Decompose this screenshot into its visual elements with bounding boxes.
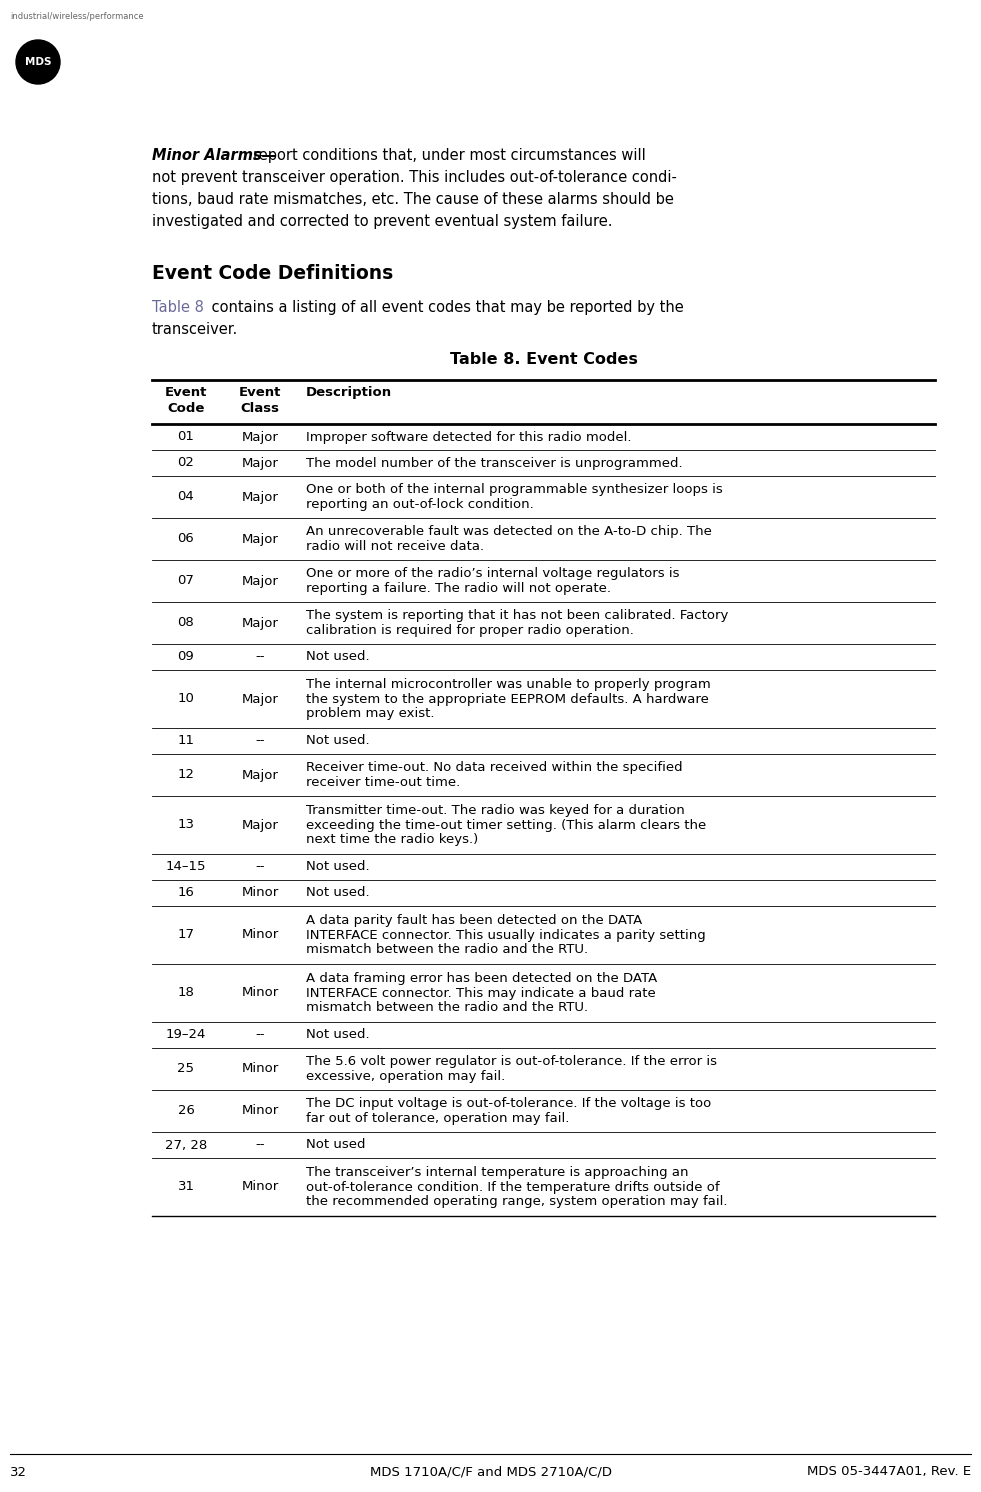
Text: MDS 1710A/C/F and MDS 2710A/C/D: MDS 1710A/C/F and MDS 2710A/C/D bbox=[370, 1465, 611, 1479]
Text: 13: 13 bbox=[178, 819, 194, 831]
Text: 06: 06 bbox=[178, 533, 194, 546]
Text: 27, 28: 27, 28 bbox=[165, 1138, 207, 1152]
Text: Minor: Minor bbox=[241, 986, 279, 1000]
Text: MDS: MDS bbox=[25, 57, 51, 67]
Text: next time the radio keys.): next time the radio keys.) bbox=[306, 833, 479, 846]
Text: The internal microcontroller was unable to properly program: The internal microcontroller was unable … bbox=[306, 677, 711, 691]
Text: receiver time-out time.: receiver time-out time. bbox=[306, 776, 460, 789]
Text: --: -- bbox=[255, 861, 265, 873]
Text: Receiver time-out. No data received within the specified: Receiver time-out. No data received with… bbox=[306, 761, 683, 774]
Text: Major: Major bbox=[241, 692, 279, 706]
Text: Minor: Minor bbox=[241, 1180, 279, 1194]
Text: Improper software detected for this radio model.: Improper software detected for this radi… bbox=[306, 431, 632, 443]
Text: out-of-tolerance condition. If the temperature drifts outside of: out-of-tolerance condition. If the tempe… bbox=[306, 1180, 720, 1194]
Text: 14–15: 14–15 bbox=[166, 861, 206, 873]
Text: A data parity fault has been detected on the DATA: A data parity fault has been detected on… bbox=[306, 915, 643, 927]
Text: 09: 09 bbox=[178, 651, 194, 664]
Text: 11: 11 bbox=[178, 734, 194, 747]
Text: 31: 31 bbox=[178, 1180, 194, 1194]
Text: excessive, operation may fail.: excessive, operation may fail. bbox=[306, 1070, 505, 1083]
Text: 26: 26 bbox=[178, 1104, 194, 1118]
Text: Minor Alarms—: Minor Alarms— bbox=[152, 148, 277, 163]
Text: report conditions that, under most circumstances will: report conditions that, under most circu… bbox=[253, 148, 645, 163]
Text: the recommended operating range, system operation may fail.: the recommended operating range, system … bbox=[306, 1195, 728, 1209]
Text: 08: 08 bbox=[178, 616, 194, 630]
Text: 10: 10 bbox=[178, 692, 194, 706]
Text: The 5.6 volt power regulator is out-of-tolerance. If the error is: The 5.6 volt power regulator is out-of-t… bbox=[306, 1055, 717, 1068]
Text: 01: 01 bbox=[178, 431, 194, 443]
Text: Not used.: Not used. bbox=[306, 861, 370, 873]
Text: An unrecoverable fault was detected on the A-to-D chip. The: An unrecoverable fault was detected on t… bbox=[306, 525, 712, 539]
Text: The system is reporting that it has not been calibrated. Factory: The system is reporting that it has not … bbox=[306, 609, 728, 622]
Text: mismatch between the radio and the RTU.: mismatch between the radio and the RTU. bbox=[306, 1001, 589, 1015]
Text: tions, baud rate mismatches, etc. The cause of these alarms should be: tions, baud rate mismatches, etc. The ca… bbox=[152, 192, 674, 207]
Text: 02: 02 bbox=[178, 457, 194, 470]
Text: 04: 04 bbox=[178, 491, 194, 503]
Text: Not used.: Not used. bbox=[306, 1028, 370, 1041]
Text: Transmitter time-out. The radio was keyed for a duration: Transmitter time-out. The radio was keye… bbox=[306, 804, 685, 818]
Text: The DC input voltage is out-of-tolerance. If the voltage is too: The DC input voltage is out-of-tolerance… bbox=[306, 1097, 711, 1110]
Text: contains a listing of all event codes that may be reported by the: contains a listing of all event codes th… bbox=[207, 300, 684, 315]
Text: Minor: Minor bbox=[241, 1104, 279, 1118]
Text: not prevent transceiver operation. This includes out-of-tolerance condi-: not prevent transceiver operation. This … bbox=[152, 170, 677, 185]
Text: One or both of the internal programmable synthesizer loops is: One or both of the internal programmable… bbox=[306, 483, 723, 497]
Text: Not used.: Not used. bbox=[306, 886, 370, 900]
Text: mismatch between the radio and the RTU.: mismatch between the radio and the RTU. bbox=[306, 943, 589, 956]
Text: 19–24: 19–24 bbox=[166, 1028, 206, 1041]
Text: 16: 16 bbox=[178, 886, 194, 900]
Text: Major: Major bbox=[241, 574, 279, 588]
Circle shape bbox=[16, 40, 60, 84]
Text: Major: Major bbox=[241, 616, 279, 630]
Text: Event Code Definitions: Event Code Definitions bbox=[152, 264, 393, 283]
Text: reporting an out-of-lock condition.: reporting an out-of-lock condition. bbox=[306, 498, 534, 510]
Text: Minor: Minor bbox=[241, 1062, 279, 1076]
Text: Major: Major bbox=[241, 533, 279, 546]
Text: --: -- bbox=[255, 734, 265, 747]
Text: 18: 18 bbox=[178, 986, 194, 1000]
Text: problem may exist.: problem may exist. bbox=[306, 707, 435, 721]
Text: Major: Major bbox=[241, 431, 279, 443]
Text: One or more of the radio’s internal voltage regulators is: One or more of the radio’s internal volt… bbox=[306, 567, 680, 580]
Text: The transceiver’s internal temperature is approaching an: The transceiver’s internal temperature i… bbox=[306, 1167, 689, 1179]
Text: 07: 07 bbox=[178, 574, 194, 588]
Text: Not used.: Not used. bbox=[306, 651, 370, 664]
Text: --: -- bbox=[255, 651, 265, 664]
Text: Event
Class: Event Class bbox=[238, 386, 282, 415]
Text: MDS 05-3447A01, Rev. E: MDS 05-3447A01, Rev. E bbox=[807, 1465, 971, 1479]
Text: Table 8: Table 8 bbox=[152, 300, 204, 315]
Text: Table 8. Event Codes: Table 8. Event Codes bbox=[449, 352, 638, 367]
Text: Major: Major bbox=[241, 491, 279, 503]
Text: Not used: Not used bbox=[306, 1138, 366, 1152]
Text: far out of tolerance, operation may fail.: far out of tolerance, operation may fail… bbox=[306, 1112, 569, 1125]
Text: INTERFACE connector. This usually indicates a parity setting: INTERFACE connector. This usually indica… bbox=[306, 928, 705, 941]
Text: Minor: Minor bbox=[241, 928, 279, 941]
Text: reporting a failure. The radio will not operate.: reporting a failure. The radio will not … bbox=[306, 582, 611, 595]
Text: investigated and corrected to prevent eventual system failure.: investigated and corrected to prevent ev… bbox=[152, 213, 612, 228]
Text: 32: 32 bbox=[10, 1465, 27, 1479]
Text: A data framing error has been detected on the DATA: A data framing error has been detected o… bbox=[306, 971, 657, 985]
Text: Major: Major bbox=[241, 768, 279, 782]
Text: Major: Major bbox=[241, 819, 279, 831]
Text: Not used.: Not used. bbox=[306, 734, 370, 747]
Text: Minor: Minor bbox=[241, 886, 279, 900]
Text: INTERFACE connector. This may indicate a baud rate: INTERFACE connector. This may indicate a… bbox=[306, 986, 655, 1000]
Text: Event
Code: Event Code bbox=[165, 386, 207, 415]
Text: --: -- bbox=[255, 1138, 265, 1152]
Text: Major: Major bbox=[241, 457, 279, 470]
Text: Description: Description bbox=[306, 386, 392, 398]
Text: 17: 17 bbox=[178, 928, 194, 941]
Text: industrial/wireless/performance: industrial/wireless/performance bbox=[10, 12, 143, 21]
Text: radio will not receive data.: radio will not receive data. bbox=[306, 540, 485, 552]
Text: calibration is required for proper radio operation.: calibration is required for proper radio… bbox=[306, 624, 634, 637]
Text: transceiver.: transceiver. bbox=[152, 322, 238, 337]
Text: exceeding the time-out timer setting. (This alarm clears the: exceeding the time-out timer setting. (T… bbox=[306, 819, 706, 831]
Text: the system to the appropriate EEPROM defaults. A hardware: the system to the appropriate EEPROM def… bbox=[306, 692, 709, 706]
Text: 25: 25 bbox=[178, 1062, 194, 1076]
Text: --: -- bbox=[255, 1028, 265, 1041]
Text: 12: 12 bbox=[178, 768, 194, 782]
Text: The model number of the transceiver is unprogrammed.: The model number of the transceiver is u… bbox=[306, 457, 683, 470]
